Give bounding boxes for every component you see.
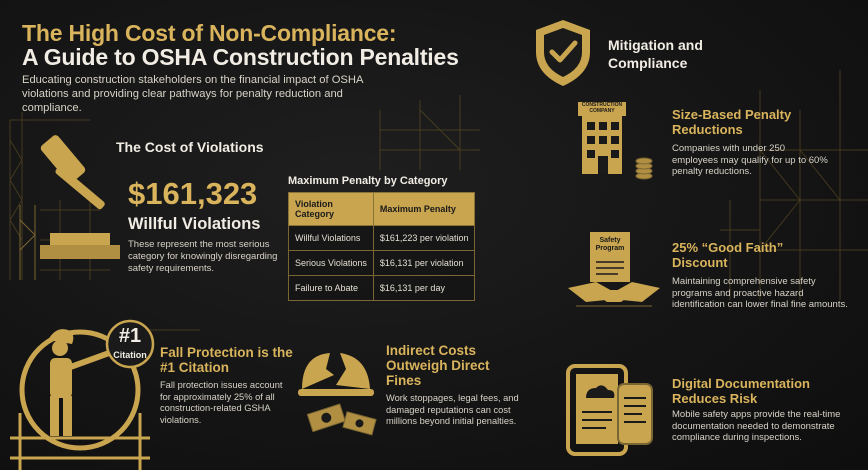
- shield-check-icon: [536, 20, 590, 86]
- broken-hardhat-money-icon: [298, 353, 377, 436]
- willful-penalty-value: $161,323: [128, 176, 258, 211]
- penalty-table: Violation Category Maximum Penalty Willf…: [288, 192, 476, 301]
- table-cell: Failure to Abate: [288, 275, 374, 301]
- column-header: Violation Category: [288, 192, 374, 226]
- citation-rank-number: #1: [118, 325, 142, 347]
- handshake-document-icon: [568, 232, 660, 307]
- table-cell: $161,223 per violation: [372, 225, 476, 251]
- penalty-table-title: Maximum Penalty by Category: [288, 175, 448, 187]
- citation-badge-icon: [105, 319, 155, 369]
- table-row: Failure to Abate $16,131 per day: [288, 275, 476, 301]
- building-icon: [578, 102, 653, 180]
- digital-docs-heading: Digital Documentation Reduces Risk: [672, 376, 810, 406]
- page-title-line2: A Guide to OSHA Construction Penalties: [22, 44, 459, 70]
- table-cell: $16,131 per violation: [372, 250, 476, 276]
- table-cell: Serious Violations: [288, 250, 374, 276]
- table-row: Serious Violations $16,131 per violation: [288, 250, 476, 276]
- willful-penalty-description: These represent the most serious categor…: [128, 239, 278, 274]
- safety-program-doc-label: Safety Program: [595, 237, 625, 252]
- building-sign-text: CONSTRUCTION COMPANY: [581, 102, 623, 114]
- willful-penalty-label: Willful Violations: [128, 215, 261, 233]
- digital-docs-description: Mobile safety apps provide the real-time…: [672, 409, 841, 443]
- table-cell: $16,131 per day: [372, 275, 476, 301]
- good-faith-heading: 25% “Good Faith” Discount: [672, 240, 784, 270]
- cost-section-heading: The Cost of Violations: [116, 139, 264, 155]
- indirect-costs-description: Work stoppages, legal fees, and damaged …: [386, 393, 519, 426]
- table-row: Willful Violations $161,223 per violatio…: [288, 225, 476, 251]
- size-reduction-description: Companies with under 250 employees may q…: [672, 143, 828, 177]
- table-cell: Willful Violations: [288, 225, 374, 251]
- mobile-devices-icon: [566, 364, 653, 456]
- good-faith-description: Maintaining comprehensive safety program…: [672, 276, 848, 310]
- fall-protection-description: Fall protection issues account for appro…: [160, 380, 283, 425]
- construction-worker-icon: [10, 329, 150, 470]
- citation-rank-label: Citation: [113, 350, 147, 360]
- gavel-icon: [19, 135, 120, 280]
- mitigation-section-heading: Mitigation and Compliance: [608, 37, 703, 71]
- page-subtitle: Educating construction stakeholders on t…: [22, 74, 363, 114]
- indirect-costs-heading: Indirect Costs Outweigh Direct Fines: [386, 343, 490, 388]
- size-reduction-heading: Size-Based Penalty Reductions: [672, 107, 792, 137]
- column-header: Maximum Penalty: [372, 192, 476, 226]
- fall-protection-heading: Fall Protection is the #1 Citation: [160, 345, 293, 375]
- page-title-line1: The High Cost of Non-Compliance:: [22, 20, 397, 46]
- table-header-row: Violation Category Maximum Penalty: [288, 192, 476, 226]
